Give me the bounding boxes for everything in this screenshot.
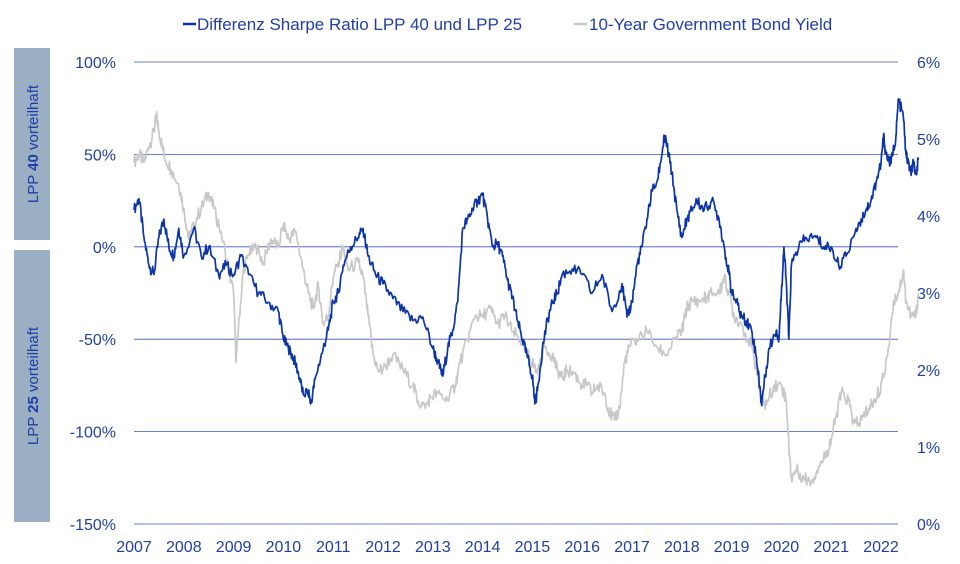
x-tick-label: 2009 [216,539,252,556]
series-line-sharpe-diff [133,98,920,407]
x-tick-label: 2013 [415,539,451,556]
band-lpp40 [14,48,50,240]
y-left-tick-label: 100% [75,55,116,72]
side-bands: LPP 40 vorteilhaft LPP 25 vorteilhaft [14,48,50,522]
y-left-tick-label: -50% [79,332,116,349]
band-lpp25 [14,250,50,522]
y-right-tick-label: 1% [917,440,940,457]
x-tick-label: 2016 [564,539,600,556]
y-left-tick-label: 50% [84,147,116,164]
x-tick-label: 2011 [316,539,351,556]
band-lpp25-label: LPP 25 vorteilhaft [25,326,42,445]
legend: Differenz Sharpe Ratio LPP 40 und LPP 25… [183,15,832,34]
y-right-tick-label: 5% [917,132,940,149]
x-tick-label: 2014 [465,539,501,556]
right-axis: 6% 5% 4% 3% 2% 1% 0% [917,55,940,534]
y-right-tick-label: 0% [917,517,940,534]
y-right-tick-label: 3% [917,286,940,303]
y-right-tick-label: 2% [917,363,940,380]
y-right-tick-label: 6% [917,55,940,72]
legend-label-sharpe: Differenz Sharpe Ratio LPP 40 und LPP 25 [197,15,522,34]
legend-label-bond: 10-Year Government Bond Yield [589,15,832,34]
x-tick-label: 2012 [365,539,401,556]
x-tick-label: 2018 [664,539,700,556]
x-tick-label: 2022 [863,539,899,556]
series-lines [133,98,920,487]
x-tick-label: 2020 [764,539,800,556]
series-line-bond-yield [133,110,920,487]
x-tick-label: 2021 [813,539,849,556]
gridlines [134,61,898,525]
left-axis: 100% 50% 0% -50% -100% -150% [70,55,116,534]
band-lpp40-label: LPP 40 vorteilhaft [25,84,42,203]
x-tick-label: 2015 [515,539,551,556]
x-tick-label: 2010 [266,539,302,556]
x-tick-label: 2008 [166,539,202,556]
y-left-tick-label: -100% [70,425,116,442]
y-left-tick-label: -150% [70,517,116,534]
x-tick-label: 2007 [116,539,152,556]
x-tick-label: 2019 [714,539,750,556]
y-left-tick-label: 0% [93,240,116,257]
x-axis: 2007 2008 2009 2010 2011 2012 2013 2014 2015 2016… [116,539,899,556]
y-right-tick-label: 4% [917,209,940,226]
x-tick-label: 2017 [614,539,650,556]
